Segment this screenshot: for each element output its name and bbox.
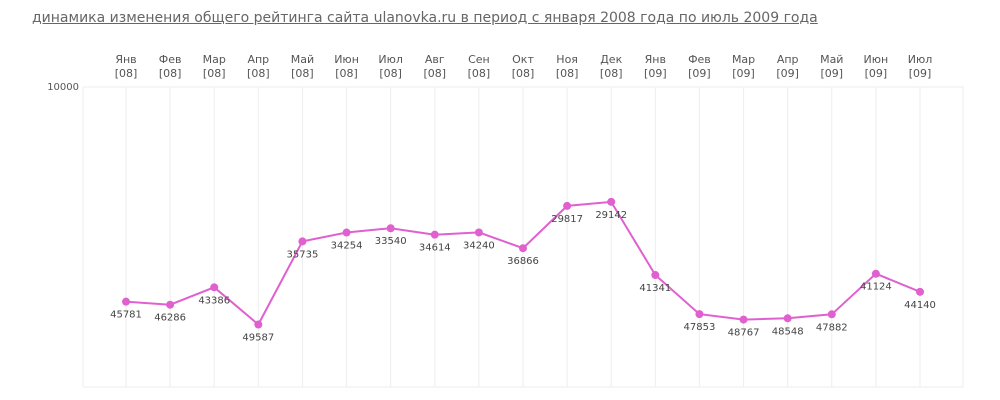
data-label: 34240 bbox=[463, 240, 495, 251]
data-point[interactable] bbox=[430, 230, 439, 239]
data-point[interactable] bbox=[298, 237, 307, 246]
data-label: 33540 bbox=[375, 236, 407, 247]
data-point[interactable] bbox=[783, 314, 792, 323]
data-label: 29817 bbox=[551, 214, 583, 225]
x-tick-label: Янв [09] bbox=[644, 53, 667, 80]
data-point[interactable] bbox=[916, 287, 924, 296]
data-point[interactable] bbox=[386, 224, 395, 233]
x-tick-label: Авг [08] bbox=[423, 53, 446, 80]
x-tick-label: Июл [09] bbox=[908, 53, 933, 80]
data-point[interactable] bbox=[607, 197, 616, 206]
x-tick-label: Апр [09] bbox=[776, 53, 799, 80]
x-tick-label: Фев [08] bbox=[159, 53, 182, 80]
data-label: 49587 bbox=[242, 333, 274, 344]
data-point[interactable] bbox=[254, 320, 263, 329]
y-tick-label: 10000 bbox=[47, 82, 79, 93]
data-point[interactable] bbox=[519, 244, 527, 253]
data-point[interactable] bbox=[210, 283, 219, 292]
x-tick-label: Сен [08] bbox=[468, 53, 491, 80]
data-label: 44140 bbox=[904, 300, 936, 311]
x-tick-label: Июн [09] bbox=[864, 53, 889, 80]
data-label: 48548 bbox=[772, 326, 804, 337]
data-point[interactable] bbox=[563, 201, 572, 210]
data-point[interactable] bbox=[342, 228, 351, 237]
data-point[interactable] bbox=[827, 310, 836, 319]
chart-title[interactable]: динамика изменения общего рейтинга сайта… bbox=[32, 10, 818, 26]
data-label: 34254 bbox=[331, 241, 363, 252]
x-tick-label: Окт [08] bbox=[512, 53, 535, 80]
data-label: 35735 bbox=[287, 249, 319, 260]
x-tick-label: Июн [08] bbox=[334, 53, 359, 80]
data-point[interactable] bbox=[166, 300, 175, 309]
data-label: 36866 bbox=[507, 256, 539, 267]
x-tick-label: Май [09] bbox=[820, 53, 843, 80]
data-label: 41341 bbox=[639, 283, 671, 294]
data-point[interactable] bbox=[122, 297, 130, 306]
data-label: 34614 bbox=[419, 243, 451, 254]
x-tick-label: Янв [08] bbox=[115, 53, 138, 80]
data-label: 46286 bbox=[154, 313, 186, 324]
y-tick-labels: 10000 bbox=[47, 82, 79, 93]
data-point[interactable] bbox=[474, 228, 483, 237]
data-point[interactable] bbox=[695, 310, 704, 319]
data-label: 29142 bbox=[595, 210, 627, 221]
x-tick-label: Дек [08] bbox=[600, 53, 623, 80]
x-tick-label: Июл [08] bbox=[378, 53, 403, 80]
x-tick-label: Мар [09] bbox=[732, 53, 755, 80]
data-label: 45781 bbox=[110, 310, 142, 321]
data-point[interactable] bbox=[871, 269, 880, 278]
x-tick-label: Май [08] bbox=[291, 53, 314, 80]
data-point[interactable] bbox=[651, 271, 660, 280]
data-point[interactable] bbox=[739, 315, 748, 324]
grid-lines bbox=[82, 86, 964, 388]
x-tick-labels: Янв [08] Фев [08] Мар [08] Апр [08] Май [08] Июн [0… bbox=[115, 53, 933, 80]
data-labels: 45781 46286 43386 49587 35735 34254 33540 34614… bbox=[110, 210, 936, 344]
data-label: 47853 bbox=[684, 322, 716, 333]
x-tick-label: Ноя [08] bbox=[556, 53, 579, 80]
x-tick-label: Фев [09] bbox=[688, 53, 711, 80]
data-label: 47882 bbox=[816, 322, 848, 333]
x-tick-label: Мар [08] bbox=[203, 53, 226, 80]
data-label: 48767 bbox=[728, 328, 760, 339]
data-label: 41124 bbox=[860, 282, 892, 293]
data-label: 43386 bbox=[198, 295, 230, 306]
data-points bbox=[122, 197, 924, 329]
x-tick-label: Апр [08] bbox=[247, 53, 270, 80]
